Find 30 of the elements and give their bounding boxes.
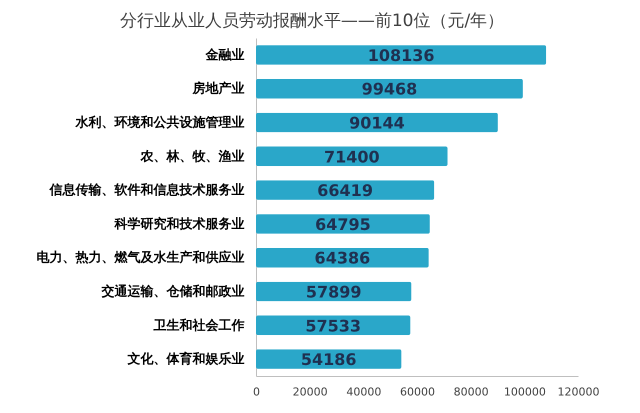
data-label: 54186 — [300, 350, 357, 370]
x-tick-label: 60000 — [400, 386, 435, 398]
y-tick-label: 电力、热力、燃气及水生产和供应业 — [36, 250, 244, 266]
x-tick-label: 80000 — [454, 386, 489, 398]
y-tick-label: 科学研究和技术服务业 — [114, 216, 244, 232]
x-tick-label: 100000 — [504, 386, 546, 398]
chart-title: 分行业从业人员劳动报酬水平——前10位（元/年） — [120, 11, 504, 31]
data-label: 64795 — [315, 214, 371, 234]
data-label: 99468 — [362, 80, 418, 99]
x-tick-label: 120000 — [558, 386, 600, 398]
x-tick-label: 40000 — [346, 386, 382, 398]
y-tick-label: 信息传输、软件和信息技术服务业 — [48, 182, 244, 198]
data-label: 71400 — [324, 147, 380, 166]
x-tick-label: 0 — [253, 386, 260, 398]
data-label: 108136 — [368, 46, 434, 65]
data-label: 57899 — [306, 282, 362, 302]
y-tick-label: 文化、体育和娱乐业 — [126, 351, 244, 368]
y-tick-label: 房地产业 — [192, 80, 244, 97]
y-tick-label: 水利、环境和公共设施管理业 — [74, 114, 244, 130]
data-label: 90144 — [349, 114, 405, 132]
data-label: 66419 — [317, 181, 373, 200]
data-label: 57533 — [305, 316, 362, 336]
bar — [256, 146, 448, 166]
y-tick-label: 农、林、牧、渔业 — [140, 149, 244, 164]
x-tick-label: 20000 — [292, 386, 328, 398]
y-tick-label: 金融业 — [204, 48, 244, 63]
y-tick-label: 交通运输、仓储和邮政业 — [100, 284, 244, 300]
bar — [256, 78, 523, 98]
data-label: 64386 — [314, 248, 370, 268]
y-tick-label: 卫生和社会工作 — [152, 317, 244, 334]
